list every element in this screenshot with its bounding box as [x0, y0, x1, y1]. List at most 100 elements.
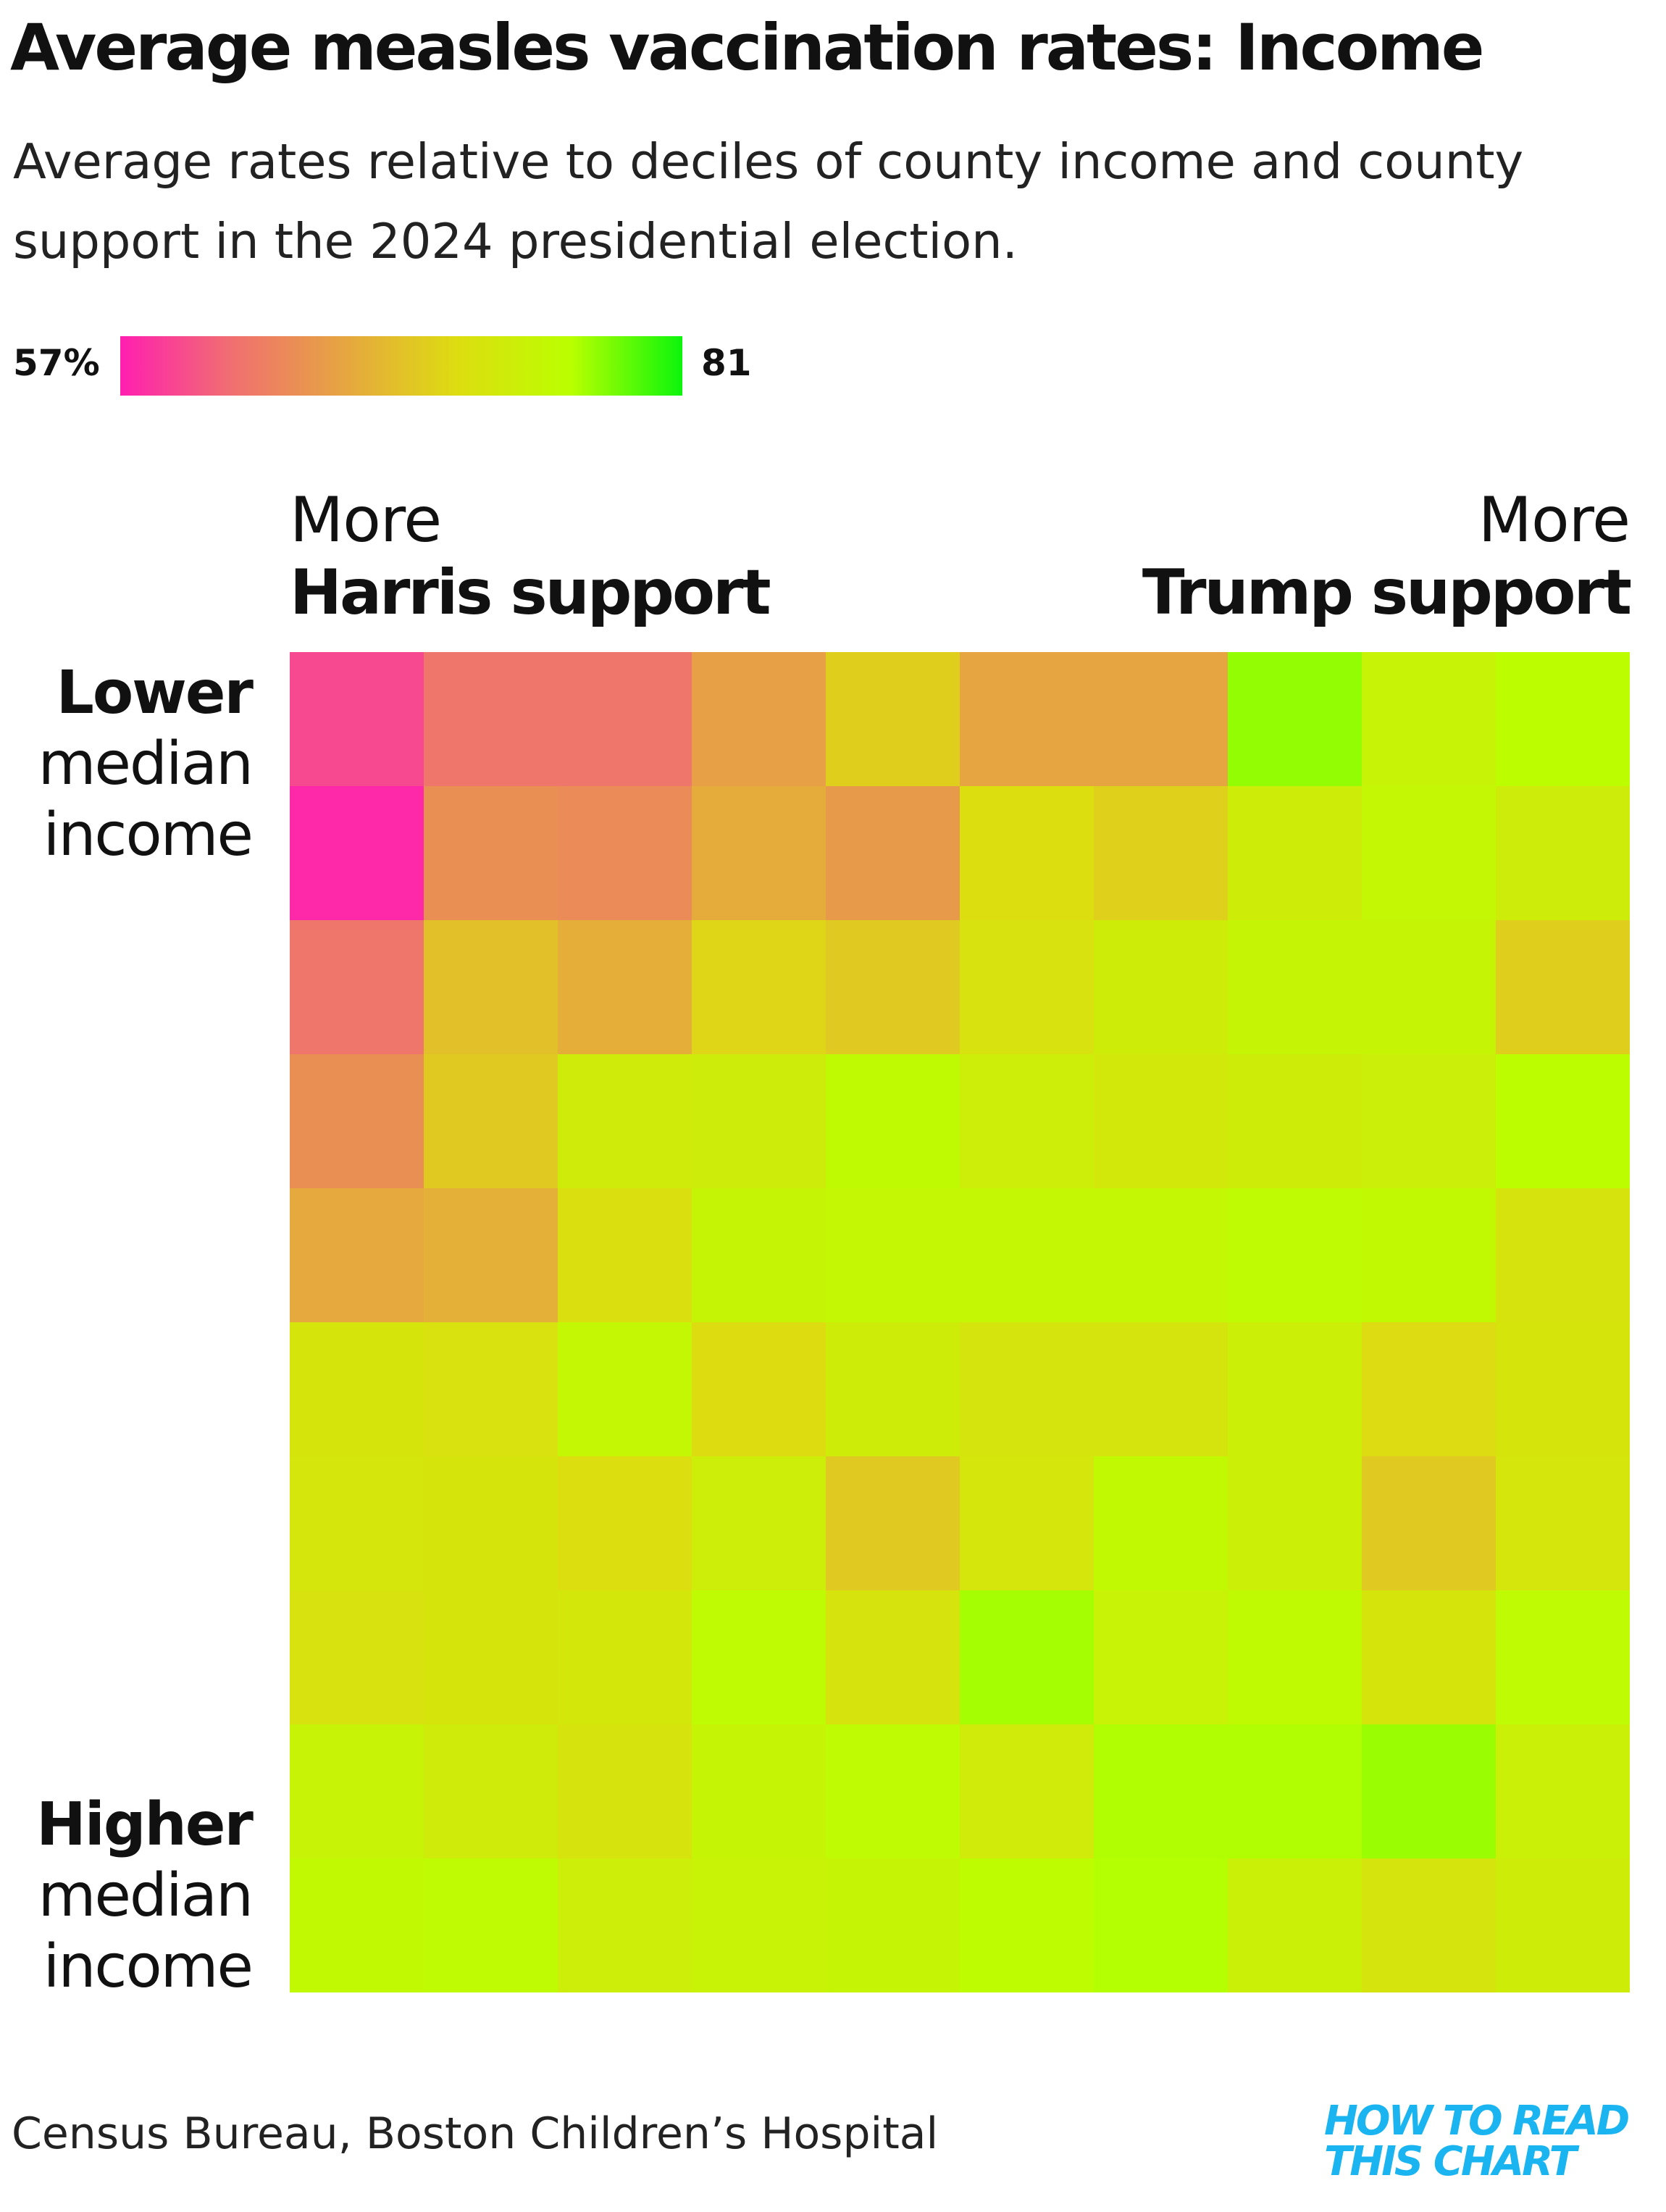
heatmap-cell-r2-c10 [1496, 786, 1630, 921]
heatmap-cell-r4-c9 [1362, 1054, 1497, 1189]
heatmap-cell-r5-c6 [960, 1188, 1094, 1323]
heatmap-cell-r10-c4 [692, 1858, 826, 1992]
heatmap-cell-r1-c3 [558, 652, 692, 787]
heatmap-cell-r8-c1 [290, 1590, 424, 1725]
heatmap-cell-r6-c4 [692, 1322, 826, 1457]
heatmap-cell-r6-c3 [558, 1322, 692, 1457]
heatmap-cell-r6-c5 [826, 1322, 960, 1457]
heatmap-cell-r3-c1 [290, 920, 424, 1055]
heatmap-cell-r5-c8 [1228, 1188, 1362, 1323]
heatmap-cell-r6-c10 [1496, 1322, 1630, 1457]
heatmap-cell-r1-c4 [692, 652, 826, 787]
heatmap-cell-r9-c5 [826, 1724, 960, 1859]
heatmap-cell-r6-c2 [424, 1322, 558, 1457]
heatmap-cell-r7-c5 [826, 1456, 960, 1591]
heatmap-cell-r5-c4 [692, 1188, 826, 1323]
heatmap-cell-r4-c10 [1496, 1054, 1630, 1189]
heatmap-cell-r8-c10 [1496, 1590, 1630, 1725]
heatmap-cell-r6-c9 [1362, 1322, 1497, 1457]
heatmap-cell-r8-c7 [1094, 1590, 1228, 1725]
heatmap-cell-r2-c2 [424, 786, 558, 921]
heatmap-cell-r1-c9 [1362, 652, 1497, 787]
heatmap-cell-r1-c1 [290, 652, 424, 787]
y-axis-label-top-line1: Lower [56, 659, 254, 727]
heatmap-cell-r2-c8 [1228, 786, 1362, 921]
heatmap-cell-r3-c6 [960, 920, 1094, 1055]
heatmap-cell-r9-c9 [1362, 1724, 1497, 1859]
heatmap-cell-r4-c4 [692, 1054, 826, 1189]
source-credit: Census Bureau, Boston Children’s Hospita… [12, 2108, 939, 2159]
chart-title: Average measles vaccination rates: Incom… [10, 10, 1484, 85]
heatmap-cell-r2-c1 [290, 786, 424, 921]
heatmap-cell-r5-c1 [290, 1188, 424, 1323]
heatmap-cell-r8-c8 [1228, 1590, 1362, 1725]
y-axis-label-top-line2: median [38, 730, 254, 798]
heatmap-cell-r3-c4 [692, 920, 826, 1055]
heatmap-cell-r4-c5 [826, 1054, 960, 1189]
heatmap-cell-r3-c9 [1362, 920, 1497, 1055]
heatmap-grid [290, 652, 1630, 1992]
heatmap-cell-r1-c8 [1228, 652, 1362, 787]
heatmap-cell-r10-c6 [960, 1858, 1094, 1992]
legend-min-label: 57% [13, 342, 100, 384]
heatmap-cell-r2-c3 [558, 786, 692, 921]
legend-gradient [120, 336, 682, 396]
y-axis-label-bottom-line3: income [43, 1932, 254, 2001]
heatmap-cell-r5-c9 [1362, 1188, 1497, 1323]
heatmap-cell-r1-c10 [1496, 652, 1630, 787]
heatmap-cell-r7-c8 [1228, 1456, 1362, 1591]
heatmap-cell-r5-c2 [424, 1188, 558, 1323]
y-axis-label-bottom: Higher median income [36, 1790, 254, 2003]
heatmap-cell-r2-c4 [692, 786, 826, 921]
heatmap-cell-r9-c10 [1496, 1724, 1630, 1859]
heatmap-cell-r9-c1 [290, 1724, 424, 1859]
heatmap-cell-r7-c7 [1094, 1456, 1228, 1591]
heatmap-cell-r4-c6 [960, 1054, 1094, 1189]
heatmap-cell-r2-c9 [1362, 786, 1497, 921]
heatmap-cell-r5-c10 [1496, 1188, 1630, 1323]
heatmap-cell-r2-c6 [960, 786, 1094, 921]
heatmap-cell-r9-c6 [960, 1724, 1094, 1859]
heatmap-cell-r10-c7 [1094, 1858, 1228, 1992]
heatmap-cell-r9-c3 [558, 1724, 692, 1859]
heatmap-cell-r10-c2 [424, 1858, 558, 1992]
heatmap-cell-r7-c3 [558, 1456, 692, 1591]
x-axis-label-right-line2: Trump support [1142, 556, 1632, 629]
heatmap-cell-r5-c5 [826, 1188, 960, 1323]
heatmap-cell-r2-c7 [1094, 786, 1228, 921]
heatmap-cell-r5-c3 [558, 1188, 692, 1323]
heatmap-cell-r7-c10 [1496, 1456, 1630, 1591]
heatmap-cell-r1-c2 [424, 652, 558, 787]
heatmap-cell-r3-c8 [1228, 920, 1362, 1055]
heatmap-cell-r9-c7 [1094, 1724, 1228, 1859]
heatmap-cell-r6-c8 [1228, 1322, 1362, 1457]
heatmap-cell-r9-c4 [692, 1724, 826, 1859]
heatmap-cell-r10-c5 [826, 1858, 960, 1992]
heatmap-cell-r8-c3 [558, 1590, 692, 1725]
heatmap-cell-r1-c7 [1094, 652, 1228, 787]
heatmap-cell-r4-c3 [558, 1054, 692, 1189]
heatmap-cell-r4-c2 [424, 1054, 558, 1189]
heatmap-cell-r10-c9 [1362, 1858, 1497, 1992]
heatmap-cell-r10-c8 [1228, 1858, 1362, 1992]
brand-logo-line2: THIS CHART [1324, 2138, 1577, 2185]
heatmap-cell-r1-c6 [960, 652, 1094, 787]
heatmap-cell-r6-c1 [290, 1322, 424, 1457]
heatmap-cell-r3-c10 [1496, 920, 1630, 1055]
heatmap-cell-r3-c3 [558, 920, 692, 1055]
y-axis-label-top: Lower median income [38, 658, 254, 871]
heatmap-cell-r10-c10 [1496, 1858, 1630, 1992]
y-axis-label-bottom-line1: Higher [36, 1790, 254, 1859]
heatmap-cell-r10-c1 [290, 1858, 424, 1992]
heatmap-cell-r8-c6 [960, 1590, 1094, 1725]
heatmap-cell-r8-c4 [692, 1590, 826, 1725]
heatmap-cell-r4-c8 [1228, 1054, 1362, 1189]
brand-logo-line1: HOW TO READ [1324, 2098, 1630, 2145]
heatmap-cell-r5-c7 [1094, 1188, 1228, 1323]
y-axis-label-top-line3: income [43, 801, 254, 869]
heatmap-cell-r6-c6 [960, 1322, 1094, 1457]
x-axis-label-left-line2: Harris support [290, 556, 771, 629]
heatmap-cell-r7-c4 [692, 1456, 826, 1591]
x-axis-label-right-line1: More [1478, 484, 1631, 556]
heatmap-cell-r3-c5 [826, 920, 960, 1055]
